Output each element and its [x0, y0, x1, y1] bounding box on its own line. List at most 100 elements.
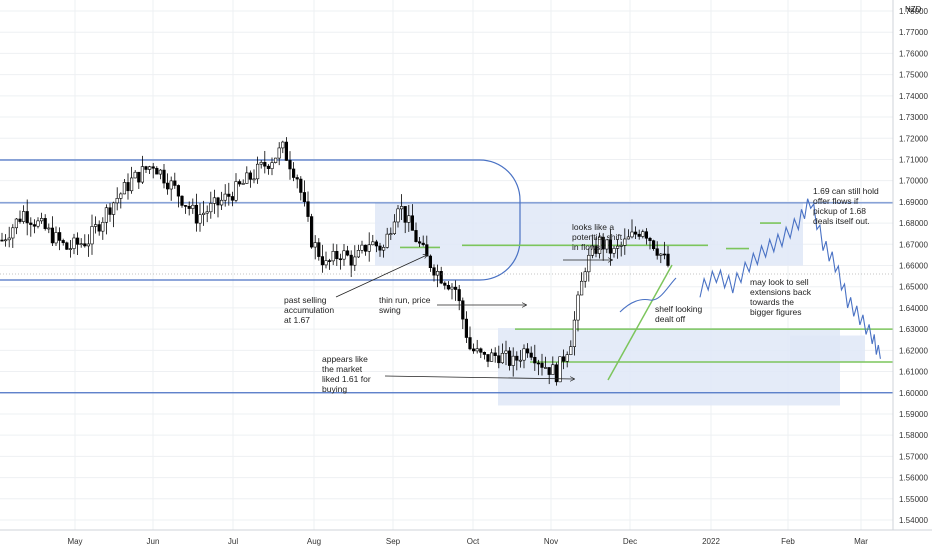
annotation-thin-run: thin run, price swing — [379, 295, 433, 315]
y-tick-label: 1.70000 — [899, 177, 928, 186]
candle — [220, 191, 224, 210]
candle — [414, 222, 418, 243]
candle — [497, 345, 501, 369]
candle — [97, 220, 101, 236]
x-tick-label: Oct — [467, 537, 480, 546]
candle — [130, 166, 134, 194]
candle — [281, 140, 285, 154]
candle — [662, 241, 666, 260]
y-tick-label: 1.55000 — [899, 495, 928, 504]
candle — [245, 166, 249, 184]
candle — [29, 217, 33, 237]
candle — [655, 241, 659, 260]
candle — [450, 283, 454, 300]
candle — [533, 344, 537, 371]
candle — [579, 272, 584, 296]
price-axis[interactable]: 1.78000 1.77000 1.76000 1.75000 1.74000 1.730… — [899, 7, 928, 525]
candle — [47, 223, 51, 234]
candle — [378, 242, 382, 257]
candle — [133, 170, 137, 179]
candle — [540, 353, 544, 376]
candle — [90, 214, 94, 255]
candle — [410, 204, 415, 231]
arrow-appears-like — [384, 375, 574, 379]
candle — [529, 346, 533, 361]
candle — [216, 196, 220, 218]
candle — [108, 203, 112, 222]
candle — [266, 164, 271, 175]
candle — [396, 204, 400, 228]
candle — [511, 347, 515, 377]
y-tick-label: 1.64000 — [899, 304, 928, 313]
candle — [507, 347, 512, 371]
candle — [248, 170, 253, 188]
candle — [543, 356, 548, 369]
demand-zone — [498, 328, 840, 406]
x-tick-label: Jun — [147, 537, 160, 546]
candle — [36, 217, 40, 229]
candle — [486, 354, 490, 368]
candle — [403, 206, 407, 234]
candle — [439, 266, 443, 285]
candle — [205, 205, 209, 223]
candle — [126, 173, 130, 200]
candle — [565, 351, 569, 368]
candle — [255, 156, 260, 184]
candle — [515, 351, 519, 371]
candle — [295, 174, 299, 189]
candle — [176, 184, 181, 208]
candle — [252, 169, 256, 184]
candle — [11, 224, 15, 248]
candle — [475, 339, 479, 354]
candle — [151, 162, 155, 179]
candle — [554, 362, 558, 386]
candle — [619, 241, 623, 257]
candle — [140, 155, 145, 184]
y-tick-label: 1.74000 — [899, 92, 928, 101]
candle — [212, 189, 217, 214]
y-tick-label: 1.76000 — [899, 49, 928, 58]
y-tick-label: 1.69000 — [899, 198, 928, 207]
candle — [651, 239, 656, 251]
candle — [421, 235, 425, 247]
candle — [137, 171, 141, 189]
candle — [569, 340, 573, 356]
candle — [335, 244, 339, 266]
candle — [223, 184, 227, 207]
candle — [169, 176, 173, 201]
candle — [623, 228, 627, 255]
candle — [0, 232, 4, 242]
candle — [345, 245, 350, 257]
candle — [453, 280, 458, 301]
candle — [417, 236, 422, 247]
candle — [479, 347, 483, 359]
candle — [385, 227, 389, 249]
candle — [374, 239, 379, 253]
annotation-can-hold: 1.69 can still hold offer flows if picku… — [813, 186, 881, 226]
green-trendline — [607, 264, 673, 381]
candle — [324, 251, 328, 269]
candle — [605, 239, 609, 254]
range-ellipse — [0, 159, 521, 281]
x-tick-label: Jul — [228, 537, 238, 546]
candle — [76, 232, 80, 256]
candle — [320, 244, 325, 273]
candle — [648, 236, 652, 250]
candle — [583, 267, 587, 288]
candle — [162, 163, 166, 189]
candle — [381, 244, 386, 258]
y-tick-label: 1.71000 — [899, 155, 928, 164]
candle — [180, 195, 184, 208]
candle — [331, 243, 335, 266]
candle — [57, 227, 62, 251]
time-axis[interactable]: May Jun Jul Aug Sep Oct Nov Dec 2022 Feb Mar — [67, 537, 868, 546]
candle — [14, 218, 18, 235]
candle — [144, 165, 148, 174]
candle — [482, 351, 487, 360]
candle — [61, 238, 65, 246]
candle — [443, 281, 447, 290]
candle — [191, 198, 195, 214]
target-zone — [790, 335, 865, 362]
candle — [187, 201, 191, 216]
